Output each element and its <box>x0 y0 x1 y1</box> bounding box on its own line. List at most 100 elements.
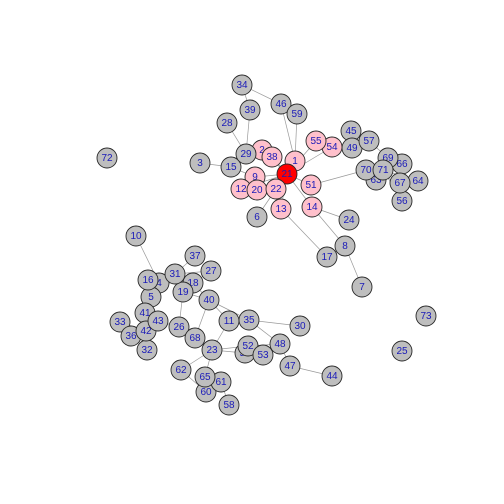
node-39[interactable]: 39 <box>239 99 261 121</box>
node-6[interactable]: 6 <box>246 206 268 228</box>
node-17[interactable]: 17 <box>316 246 338 268</box>
node-label: 66 <box>396 159 408 170</box>
node-circle <box>300 174 322 196</box>
node-label: 15 <box>225 162 237 173</box>
node-label: 56 <box>396 196 408 207</box>
node-62[interactable]: 62 <box>170 359 192 381</box>
node-32[interactable]: 32 <box>136 339 158 361</box>
node-label: 22 <box>270 184 282 195</box>
node-13[interactable]: 13 <box>270 198 292 220</box>
node-label: 53 <box>257 350 269 361</box>
node-71[interactable]: 71 <box>372 159 394 181</box>
node-8[interactable]: 8 <box>334 235 356 257</box>
node-label: 10 <box>130 231 142 242</box>
node-26[interactable]: 26 <box>168 316 190 338</box>
node-label: 67 <box>394 178 406 189</box>
node-circle <box>269 333 291 355</box>
node-circle <box>389 172 411 194</box>
node-33[interactable]: 33 <box>109 311 131 333</box>
node-43[interactable]: 43 <box>147 310 169 332</box>
node-10[interactable]: 10 <box>125 225 147 247</box>
node-7[interactable]: 7 <box>351 276 373 298</box>
node-label: 9 <box>252 172 258 183</box>
node-15[interactable]: 15 <box>220 156 242 178</box>
node-28[interactable]: 28 <box>216 112 238 134</box>
node-67[interactable]: 67 <box>389 172 411 194</box>
node-circle <box>96 147 118 169</box>
node-label: 49 <box>346 143 358 154</box>
node-20[interactable]: 20 <box>246 179 268 201</box>
node-73[interactable]: 73 <box>415 305 437 327</box>
node-circle <box>147 310 169 332</box>
node-label: 11 <box>224 316 235 327</box>
node-38[interactable]: 38 <box>261 146 283 168</box>
node-circle <box>286 103 308 125</box>
node-label: 64 <box>412 176 424 187</box>
node-label: 4 <box>156 278 162 289</box>
node-31[interactable]: 31 <box>164 263 186 285</box>
node-label: 20 <box>251 185 263 196</box>
node-64[interactable]: 64 <box>407 170 429 192</box>
node-3[interactable]: 3 <box>189 152 211 174</box>
node-65[interactable]: 65 <box>194 366 216 388</box>
node-label: 7 <box>359 282 365 293</box>
node-label: 45 <box>345 126 357 137</box>
node-label: 34 <box>236 80 248 91</box>
node-29[interactable]: 29 <box>235 143 257 165</box>
node-16[interactable]: 16 <box>137 269 159 291</box>
node-label: 48 <box>274 339 286 350</box>
node-circle <box>201 339 223 361</box>
node-40[interactable]: 40 <box>198 289 220 311</box>
node-44[interactable]: 44 <box>321 365 343 387</box>
node-label: 36 <box>125 331 137 342</box>
node-47[interactable]: 47 <box>279 355 301 377</box>
node-label: 1 <box>292 156 298 167</box>
node-34[interactable]: 34 <box>231 74 253 96</box>
node-58[interactable]: 58 <box>218 394 240 416</box>
node-57[interactable]: 57 <box>358 130 380 152</box>
node-19[interactable]: 19 <box>172 281 194 303</box>
node-label: 59 <box>291 109 303 120</box>
node-label: 40 <box>203 295 215 306</box>
node-label: 5 <box>148 292 154 303</box>
node-68[interactable]: 68 <box>184 327 206 349</box>
node-35[interactable]: 35 <box>238 309 260 331</box>
node-label: 69 <box>382 153 394 164</box>
edge-13-17 <box>280 208 328 258</box>
node-label: 35 <box>243 315 255 326</box>
node-46[interactable]: 46 <box>270 93 292 115</box>
node-56[interactable]: 56 <box>391 190 413 212</box>
node-label: 31 <box>169 269 181 280</box>
node-label: 26 <box>173 322 185 333</box>
node-circle <box>239 99 261 121</box>
node-53[interactable]: 53 <box>252 344 274 366</box>
node-label: 44 <box>326 371 338 382</box>
node-circle <box>170 359 192 381</box>
node-25[interactable]: 25 <box>391 340 413 362</box>
node-label: 63 <box>370 175 382 186</box>
node-48[interactable]: 48 <box>269 333 291 355</box>
node-label: 70 <box>360 165 372 176</box>
node-59[interactable]: 59 <box>286 103 308 125</box>
node-12[interactable]: 12 <box>230 178 252 200</box>
node-circle <box>270 198 292 220</box>
node-label: 72 <box>101 153 113 164</box>
node-11[interactable]: 11 <box>218 310 240 332</box>
node-14[interactable]: 14 <box>301 196 323 218</box>
node-21[interactable]: 21 <box>276 163 298 185</box>
node-label: 60 <box>200 387 212 398</box>
node-37[interactable]: 37 <box>184 245 206 267</box>
node-22[interactable]: 22 <box>265 178 287 200</box>
node-27[interactable]: 27 <box>200 260 222 282</box>
node-label: 17 <box>321 252 333 263</box>
node-circle <box>189 152 211 174</box>
node-23[interactable]: 23 <box>201 339 223 361</box>
node-24[interactable]: 24 <box>338 209 360 231</box>
node-30[interactable]: 30 <box>289 315 311 337</box>
node-label: 71 <box>377 165 389 176</box>
node-72[interactable]: 72 <box>96 147 118 169</box>
node-55[interactable]: 55 <box>305 130 327 152</box>
node-label: 41 <box>139 308 151 319</box>
node-label: 2 <box>259 145 265 156</box>
node-51[interactable]: 51 <box>300 174 322 196</box>
